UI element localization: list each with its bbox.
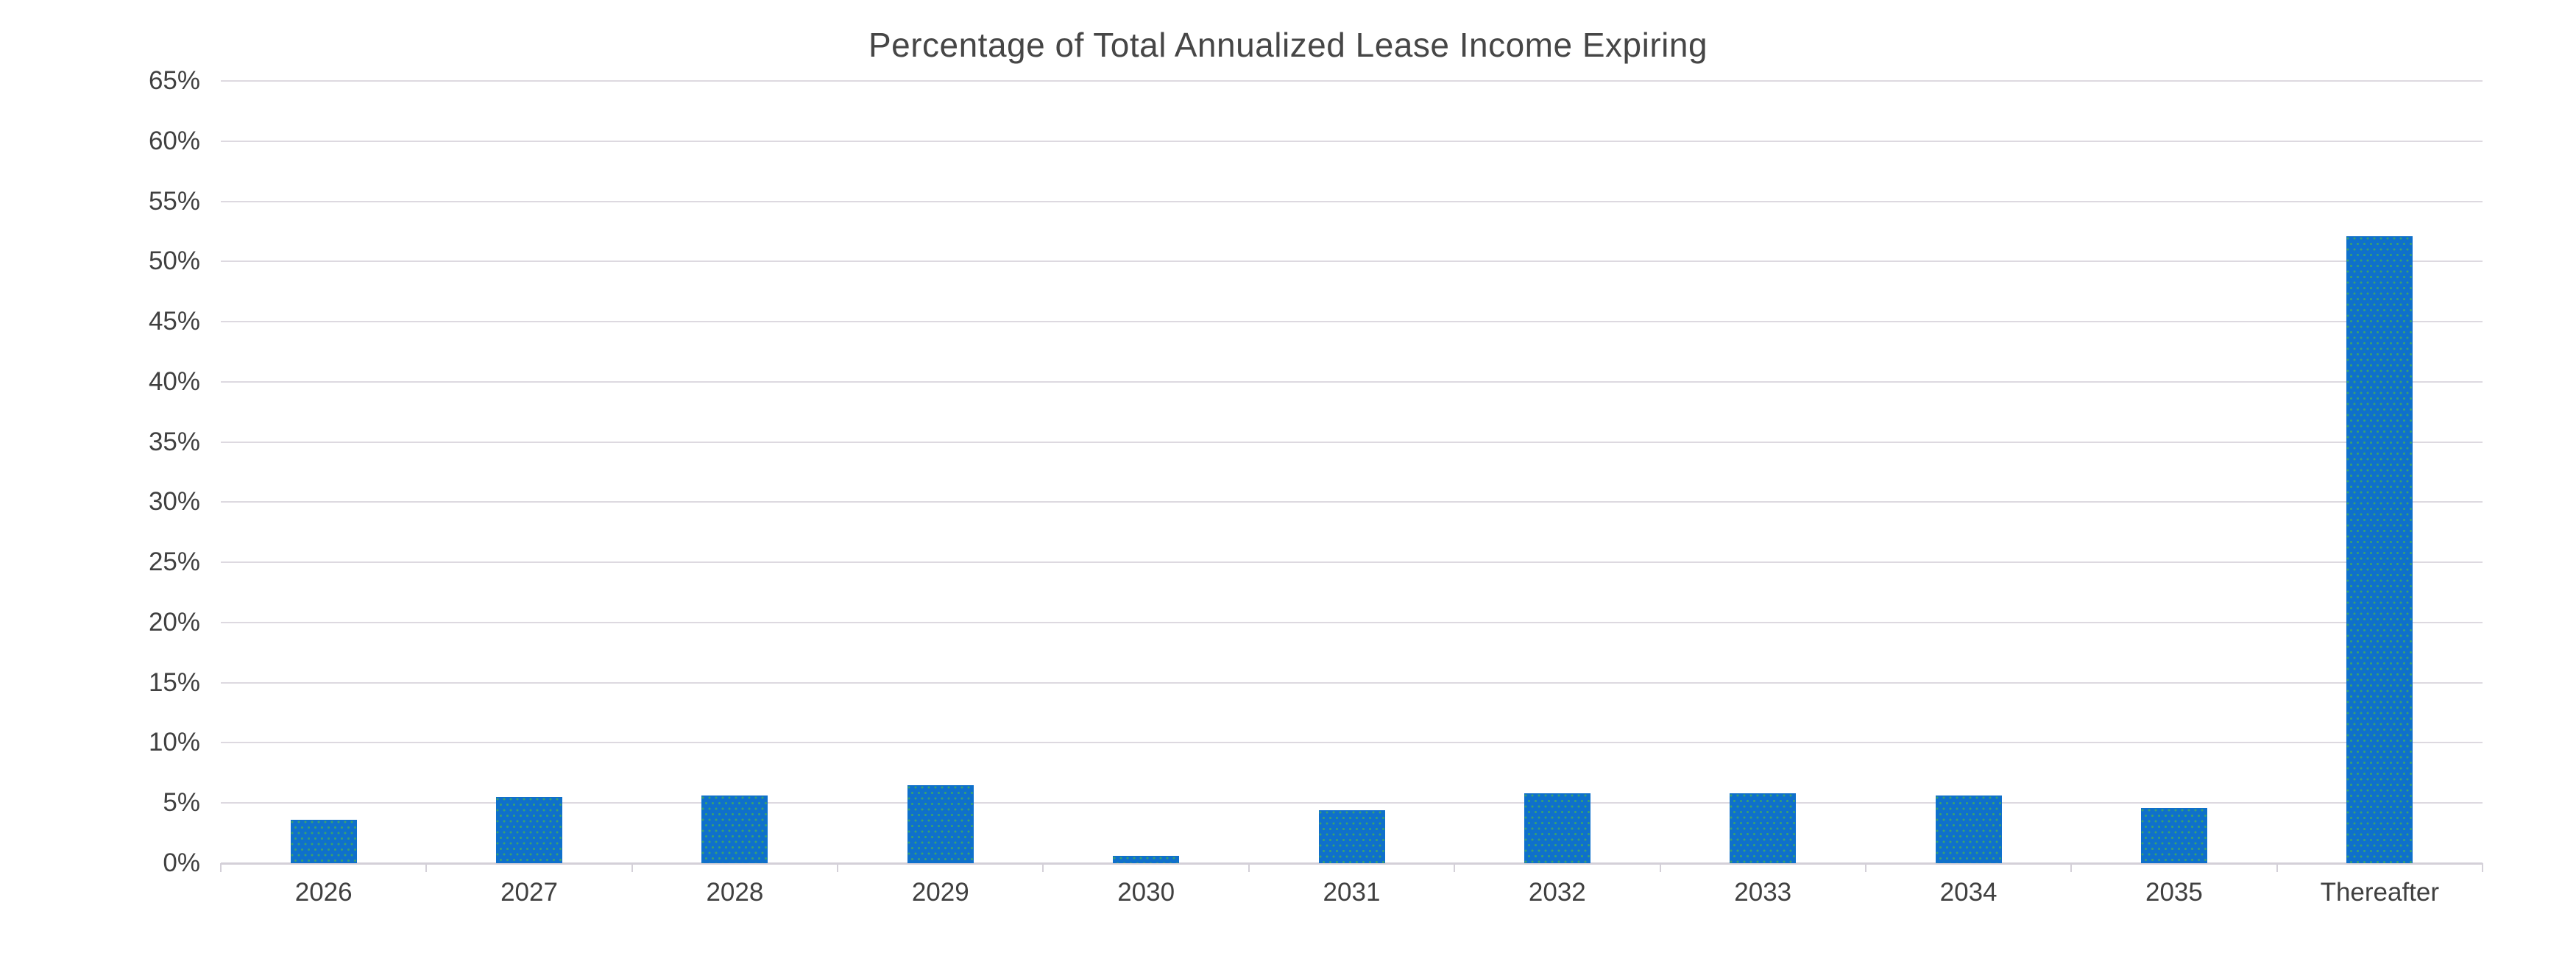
y-tick-label-55: 55% <box>148 186 200 216</box>
x-tick-label-2033: 2033 <box>1734 878 1792 907</box>
x-tick-label-2030: 2030 <box>1117 878 1175 907</box>
gridline-65 <box>221 80 2483 82</box>
gridline-55 <box>221 200 2483 202</box>
x-tick-label-2026: 2026 <box>294 878 353 907</box>
x-tick-label-2031: 2031 <box>1323 878 1381 907</box>
x-tick-label-2029: 2029 <box>911 878 969 907</box>
y-tick-label-65: 65% <box>148 66 200 95</box>
y-tick-label-30: 30% <box>148 487 200 517</box>
x-tick-label-2034: 2034 <box>1939 878 1998 907</box>
y-tick-label-60: 60% <box>148 126 200 155</box>
gridline-10 <box>221 742 2483 744</box>
x-tick-label-2028: 2028 <box>706 878 764 907</box>
x-axis-tick-4 <box>1042 863 1044 872</box>
x-tick-label-2035: 2035 <box>2145 878 2203 907</box>
y-tick-label-35: 35% <box>148 427 200 456</box>
bar-2029 <box>907 784 974 863</box>
y-tick-label-20: 20% <box>148 607 200 637</box>
y-tick-label-50: 50% <box>148 247 200 276</box>
x-axis-tick-2 <box>631 863 633 872</box>
bar-2031 <box>1318 810 1385 863</box>
x-tick-label-2027: 2027 <box>500 878 558 907</box>
bar-2027 <box>496 797 563 863</box>
y-tick-label-10: 10% <box>148 728 200 757</box>
y-tick-label-25: 25% <box>148 548 200 577</box>
gridline-30 <box>221 501 2483 503</box>
x-axis-tick-11 <box>2482 863 2483 872</box>
bar-2032 <box>1524 793 1590 863</box>
y-tick-label-40: 40% <box>148 366 200 396</box>
x-axis-tick-10 <box>2276 863 2278 872</box>
gridline-50 <box>221 261 2483 263</box>
bar-2034 <box>1935 795 2002 863</box>
x-axis-tick-3 <box>837 863 839 872</box>
gridline-15 <box>221 681 2483 684</box>
gridline-35 <box>221 441 2483 443</box>
bar-2033 <box>1730 793 1797 863</box>
y-tick-label-45: 45% <box>148 307 200 336</box>
gridline-20 <box>221 621 2483 623</box>
x-axis-tick-6 <box>1454 863 1456 872</box>
y-tick-label-15: 15% <box>148 667 200 697</box>
x-axis-tick-1 <box>425 863 428 872</box>
y-tick-label-0: 0% <box>163 848 200 877</box>
x-axis-line <box>221 862 2483 865</box>
bar-2035 <box>2140 807 2207 863</box>
x-axis-tick-8 <box>1864 863 1866 872</box>
bar-thereafter <box>2346 235 2413 863</box>
bar-2026 <box>290 820 357 863</box>
gridline-45 <box>221 321 2483 323</box>
x-axis-tick-9 <box>2070 863 2073 872</box>
gridline-5 <box>221 802 2483 804</box>
gridline-40 <box>221 380 2483 383</box>
y-tick-label-5: 5% <box>163 788 200 818</box>
bar-2028 <box>701 795 768 863</box>
x-axis-tick-5 <box>1248 863 1250 872</box>
chart-title: Percentage of Total Annualized Lease Inc… <box>868 26 1708 64</box>
bar-2030 <box>1113 856 1180 863</box>
x-axis-tick-0 <box>220 863 222 872</box>
gridline-25 <box>221 561 2483 564</box>
x-tick-label-2032: 2032 <box>1528 878 1586 907</box>
gridline-60 <box>221 140 2483 142</box>
x-tick-label-thereafter: Thereafter <box>2320 878 2440 907</box>
x-axis-tick-7 <box>1659 863 1661 872</box>
